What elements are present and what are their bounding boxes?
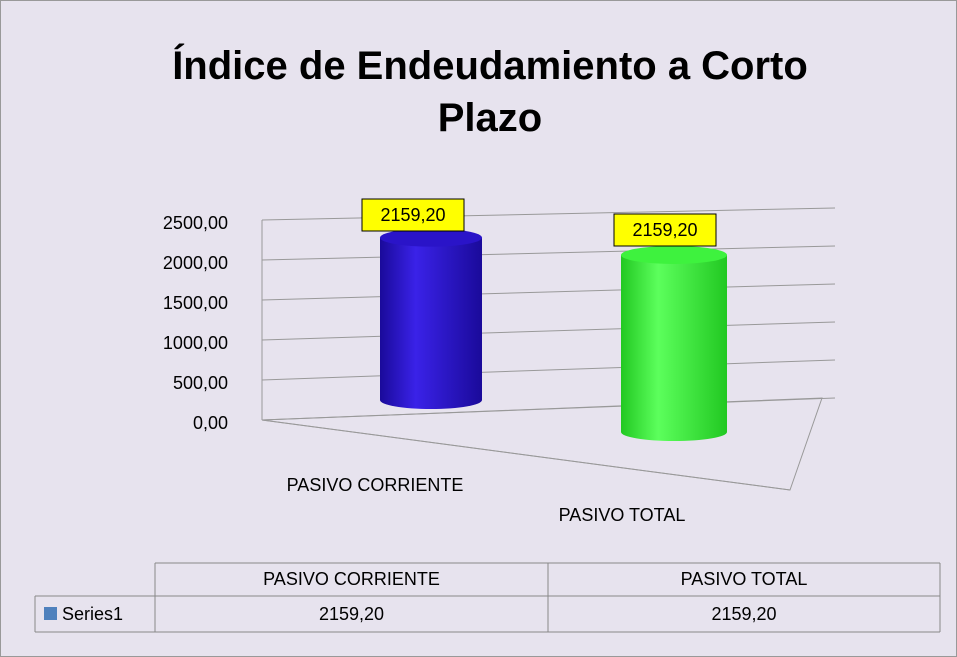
y-tick-label: 0,00 — [193, 413, 228, 433]
grid-line — [261, 245, 836, 261]
grid-line — [261, 207, 836, 221]
grid-line — [261, 359, 836, 381]
chart-title: Índice de Endeudamiento a Corto Plazo — [172, 44, 808, 140]
table-header: PASIVO CORRIENTE — [263, 569, 440, 589]
grid-line — [261, 321, 836, 341]
y-tick-label: 2000,00 — [163, 253, 228, 273]
table-header: PASIVO TOTAL — [681, 569, 808, 589]
x-tick-label: PASIVO CORRIENTE — [287, 475, 464, 495]
bar-top — [380, 228, 482, 247]
legend-swatch — [44, 607, 57, 620]
bar-top — [621, 245, 727, 264]
y-tick-label: 500,00 — [173, 373, 228, 393]
bar — [621, 254, 727, 432]
grid-line — [261, 397, 836, 421]
legend-label: Series1 — [62, 604, 123, 624]
data-label-box — [613, 213, 717, 247]
y-tick-label: 2500,00 — [163, 213, 228, 233]
grid-line — [261, 283, 836, 301]
data-label: 2159,20 — [632, 220, 697, 240]
x-tick-label: PASIVO TOTAL — [559, 505, 686, 525]
data-label-box — [361, 198, 465, 232]
floor-edge — [261, 419, 791, 491]
y-tick-label: 1000,00 — [163, 333, 228, 353]
data-label: 2159,20 — [380, 205, 445, 225]
bar — [380, 237, 482, 400]
table-value: 2159,20 — [711, 604, 776, 624]
y-tick-label: 1500,00 — [163, 293, 228, 313]
table-value: 2159,20 — [319, 604, 384, 624]
